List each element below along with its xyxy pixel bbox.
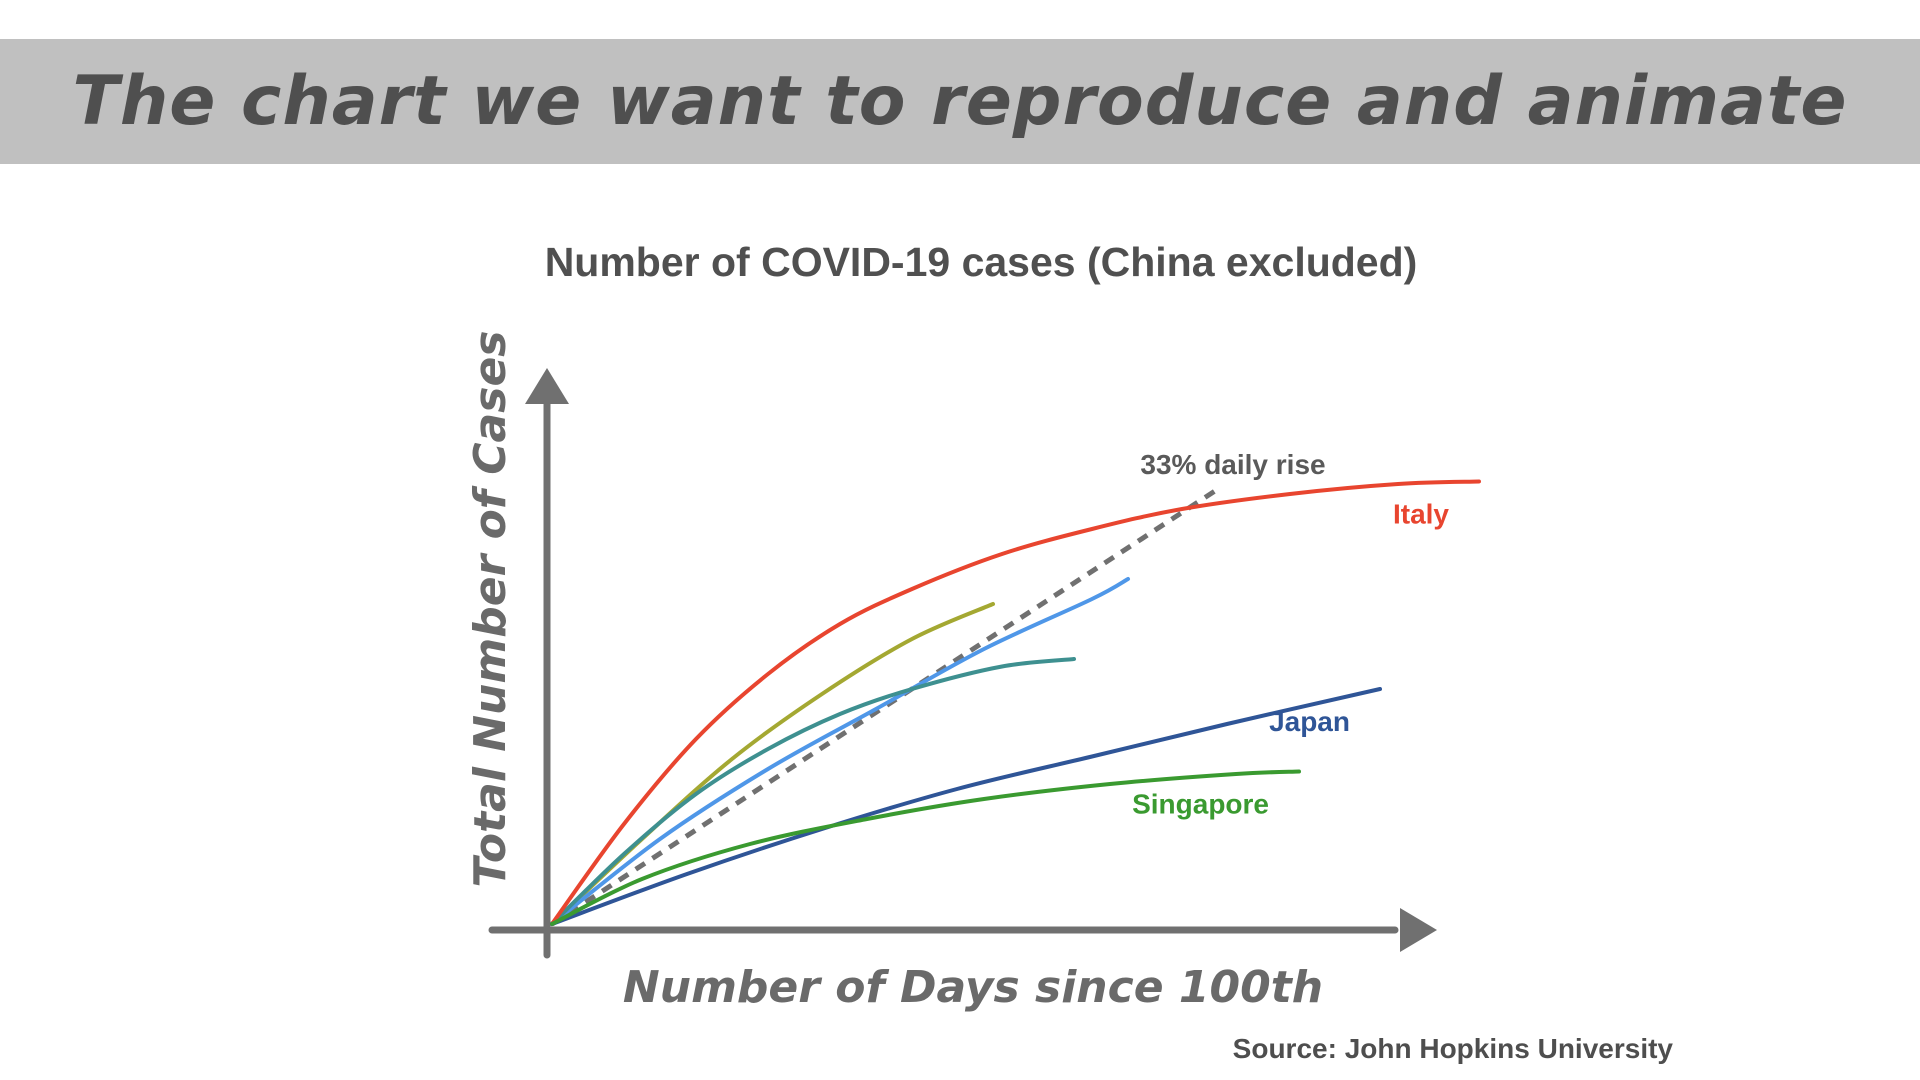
series-label-japan: Japan xyxy=(1269,706,1350,737)
series-line-6 xyxy=(550,657,1076,926)
series-label-singapore: Singapore xyxy=(1132,789,1269,820)
label-layer: 33% daily rise Italy Japan Singapore xyxy=(1132,449,1449,820)
x-axis-label: Number of Days since 100th xyxy=(623,962,1323,1013)
series-layer xyxy=(550,479,1481,927)
chart-title: Number of COVID-19 cases (China excluded… xyxy=(545,239,1418,285)
series-line-singapore xyxy=(550,769,1301,926)
x-axis-arrow-icon xyxy=(1400,908,1437,952)
reference-line xyxy=(550,486,1220,927)
header-banner: The chart we want to reproduce and anima… xyxy=(0,39,1920,164)
header-title: The chart we want to reproduce and anima… xyxy=(72,62,1848,141)
axes xyxy=(488,368,1437,959)
series-line-japan xyxy=(550,687,1382,926)
y-axis-arrow-icon xyxy=(525,368,569,404)
series-line-5 xyxy=(550,577,1130,926)
source-note: Source: John Hopkins University xyxy=(1233,1033,1674,1064)
series-label-italy: Italy xyxy=(1393,499,1449,530)
reference-line-label: 33% daily rise xyxy=(1140,449,1325,480)
series-line-italy xyxy=(550,479,1481,926)
y-axis-label: Total Number of Cases xyxy=(465,331,516,888)
